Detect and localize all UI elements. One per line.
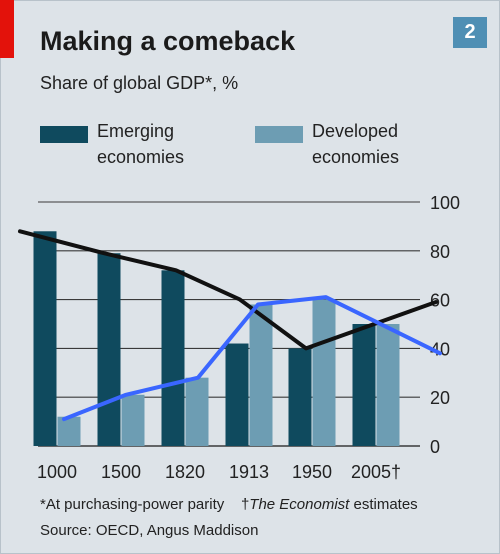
footnote-ppp: *At purchasing-power parity — [40, 496, 225, 513]
developed-trend-line — [62, 295, 442, 422]
y-tick-label-0: 0 — [430, 437, 440, 457]
bar-emerging-1 — [97, 253, 121, 446]
bar-emerging-5 — [352, 324, 376, 446]
x-tick-label-0: 1000 — [37, 462, 77, 482]
bar-developed-5 — [376, 324, 400, 446]
emerging-trend-line — [18, 229, 438, 351]
bar-emerging-4 — [288, 348, 312, 446]
y-tick-label-40: 40 — [430, 339, 450, 359]
legend-swatch-emerging — [40, 126, 88, 143]
x-tick-label-3: 1913 — [229, 462, 269, 482]
bar-developed-0 — [57, 416, 81, 446]
y-tick-label-20: 20 — [430, 388, 450, 408]
x-tick-label-4: 1950 — [292, 462, 332, 482]
source-line: Source: OECD, Angus Maddison — [40, 522, 259, 539]
footnote-estimates: estimates — [349, 496, 418, 513]
bar-developed-2 — [185, 377, 209, 446]
chart-title: Making a comeback — [40, 26, 296, 56]
legend-swatch-developed — [255, 126, 303, 143]
footnote-line: *At purchasing-power parity †The Economi… — [40, 496, 500, 513]
bar-emerging-0 — [33, 231, 57, 446]
chart-number-badge: 2 — [453, 17, 487, 48]
bar-developed-4 — [312, 299, 336, 446]
x-tick-label-1: 1500 — [101, 462, 141, 482]
chart-subtitle: Share of global GDP*, % — [40, 73, 239, 93]
brand-tab — [0, 0, 14, 58]
x-tick-label-2: 1820 — [165, 462, 205, 482]
bar-emerging-2 — [161, 270, 185, 446]
footnote-dagger-mark: † — [240, 496, 250, 513]
footnote-economist: The Economist — [249, 496, 350, 513]
legend-label-developed: Developed economies — [312, 121, 400, 167]
y-tick-label-80: 80 — [430, 242, 450, 262]
bar-developed-3 — [249, 304, 273, 446]
y-tick-label-60: 60 — [430, 291, 450, 311]
y-tick-label-100: 100 — [430, 193, 460, 213]
bar-developed-1 — [121, 394, 145, 446]
bar-emerging-3 — [225, 343, 249, 446]
legend-label-emerging: Emerging economies — [97, 121, 185, 167]
x-tick-label-5: 2005† — [351, 462, 401, 482]
